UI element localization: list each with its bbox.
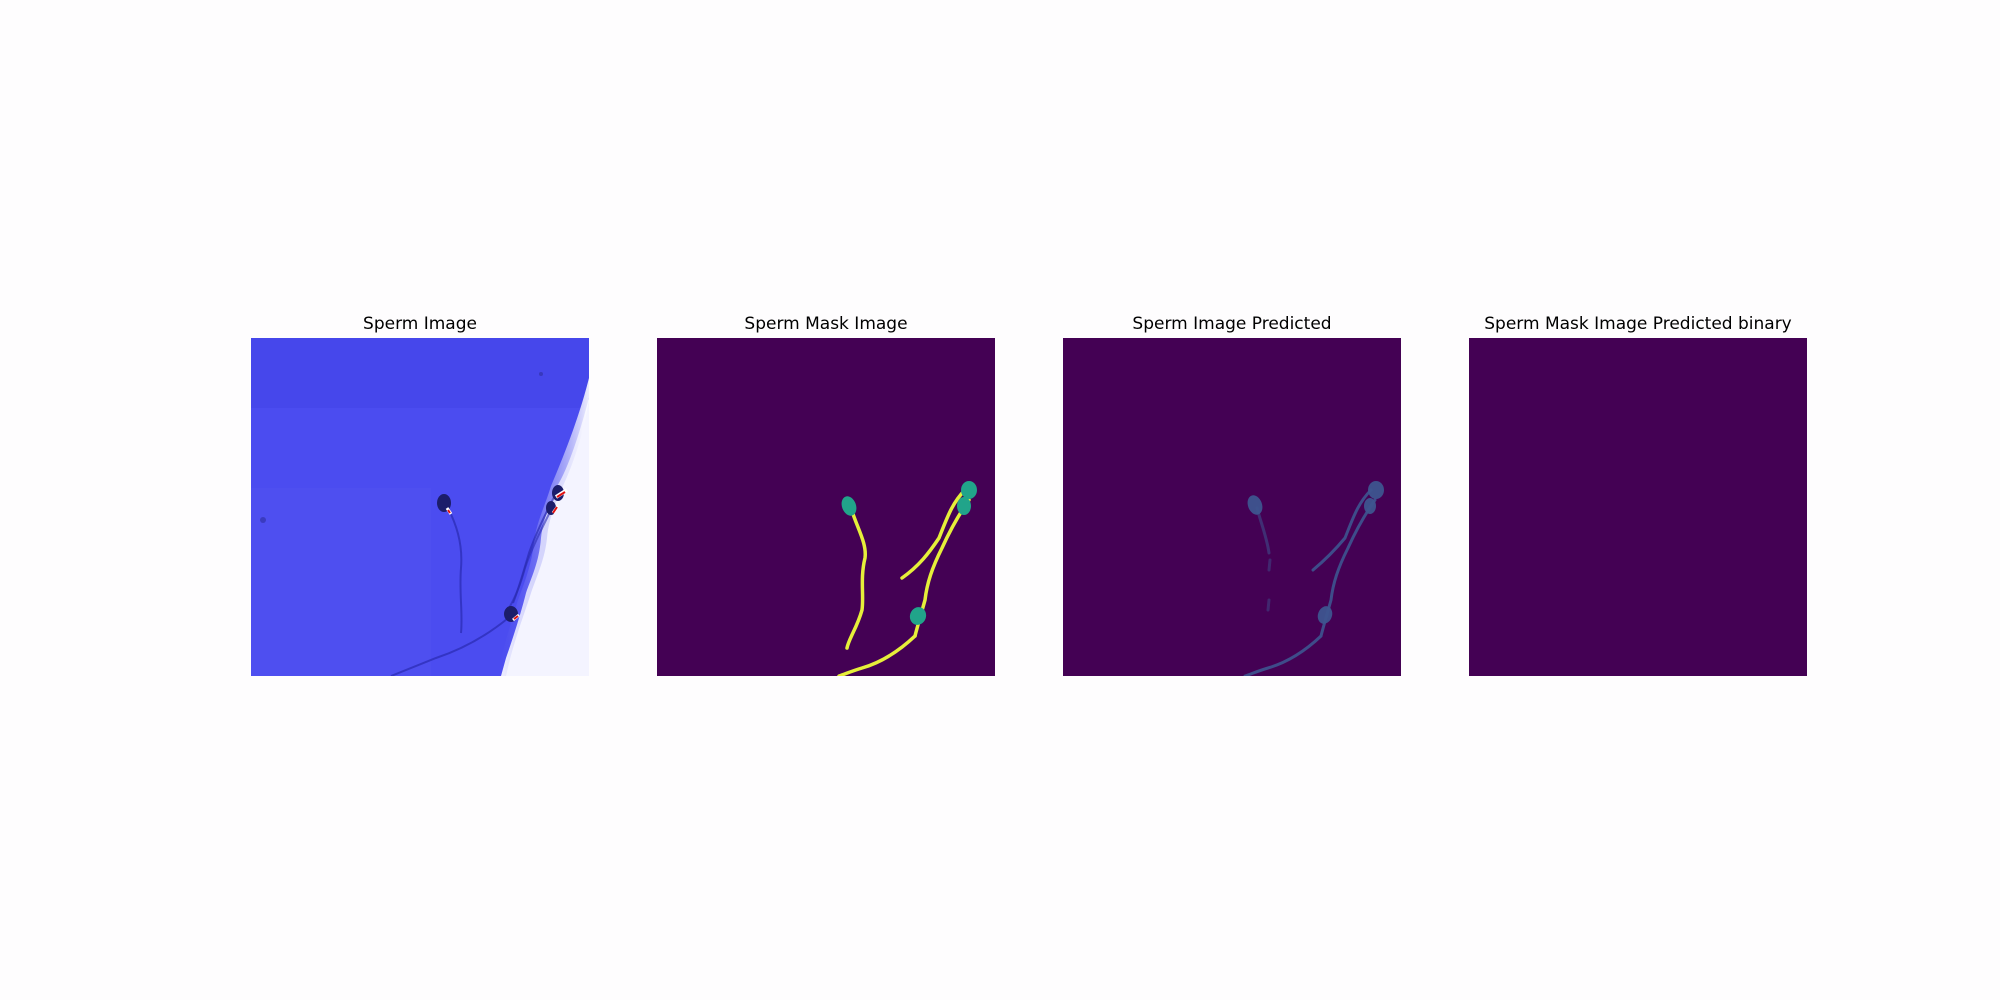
panel-title: Sperm Mask Image: [744, 314, 908, 334]
sperm-microscopy-image: [251, 338, 589, 676]
panel-sperm-image-predicted: Sperm Image Predicted: [1063, 312, 1401, 676]
panel-title: Sperm Image Predicted: [1132, 314, 1332, 334]
sperm-predicted-binary-mask: [1469, 338, 1807, 676]
panel-title: Sperm Image: [363, 314, 477, 334]
sperm-predicted-image: [1063, 338, 1401, 676]
panel-sperm-image: Sperm Image: [251, 312, 589, 676]
panel-sperm-mask-image: Sperm Mask Image: [657, 312, 995, 676]
sperm-mask-image: [657, 338, 995, 676]
panel-sperm-mask-predicted-binary: Sperm Mask Image Predicted binary: [1469, 312, 1807, 676]
panel-title: Sperm Mask Image Predicted binary: [1484, 314, 1792, 334]
